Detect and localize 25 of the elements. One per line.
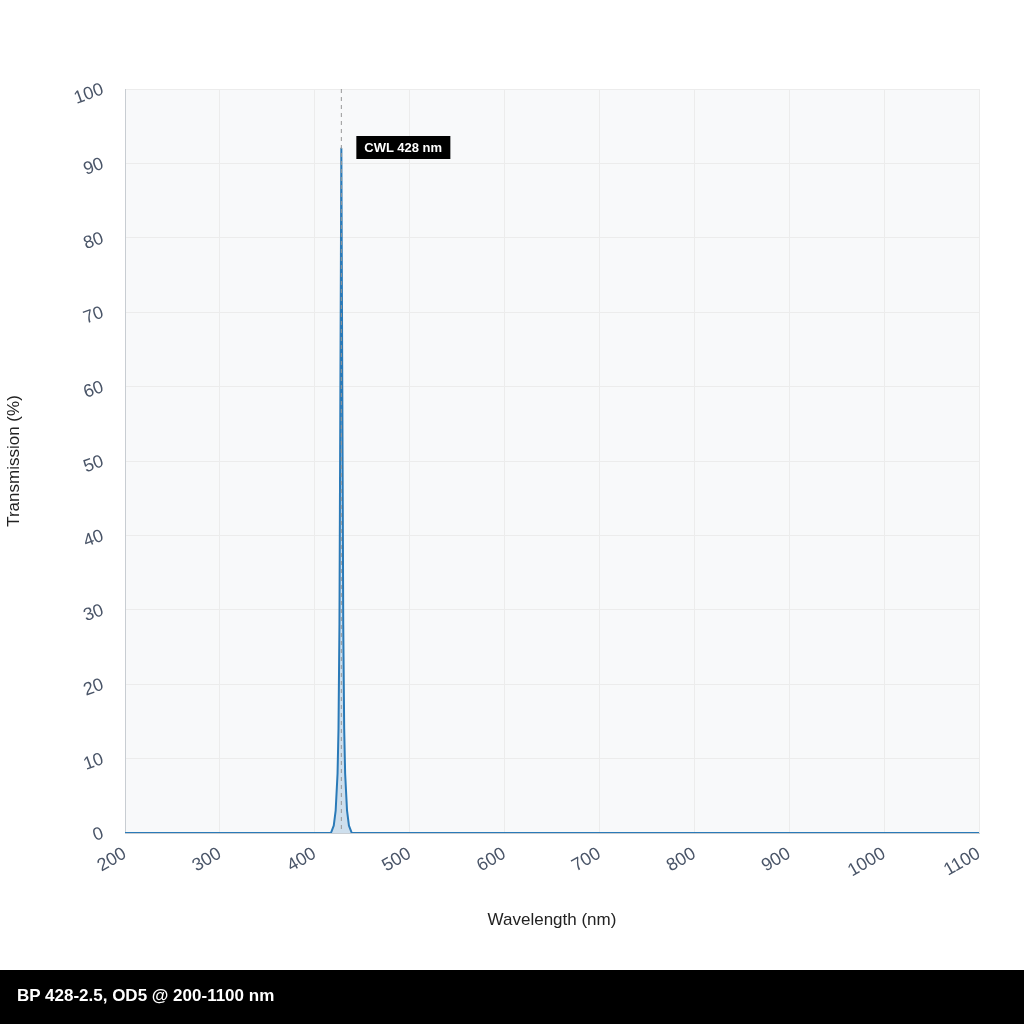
y-tick-label: 0 — [89, 822, 107, 845]
x-tick-label: 600 — [473, 842, 510, 876]
x-tick-label: 700 — [567, 842, 604, 876]
x-tick-label: 300 — [188, 842, 225, 876]
x-tick-label: 800 — [662, 842, 699, 876]
y-tick-label: 30 — [80, 599, 107, 626]
x-axis-title: Wavelength (nm) — [487, 910, 617, 930]
x-tick-label: 400 — [283, 842, 320, 876]
y-tick-label: 10 — [80, 748, 107, 774]
x-tick-label: 200 — [93, 842, 130, 876]
y-tick-label: 40 — [80, 525, 107, 551]
x-tick-label: 1000 — [843, 842, 889, 881]
ref-line-label: CWL 428 nm — [364, 139, 443, 155]
y-tick-label: 90 — [80, 153, 107, 179]
y-tick-label: 100 — [70, 78, 107, 108]
y-tick-label: 20 — [80, 673, 107, 700]
x-tick-label: 1100 — [939, 842, 984, 880]
x-tick-label: 900 — [757, 842, 794, 876]
y-tick-label: 70 — [80, 301, 107, 328]
x-tick-label: 500 — [378, 842, 415, 876]
y-tick-label: 60 — [80, 376, 107, 402]
text: BP 428-2.5, OD5 @ 200-1100 nm — [17, 986, 275, 1006]
y-tick-label: 50 — [80, 450, 107, 477]
y-tick-label: 80 — [80, 227, 107, 254]
y-axis-title: Transmission (%) — [3, 395, 23, 527]
